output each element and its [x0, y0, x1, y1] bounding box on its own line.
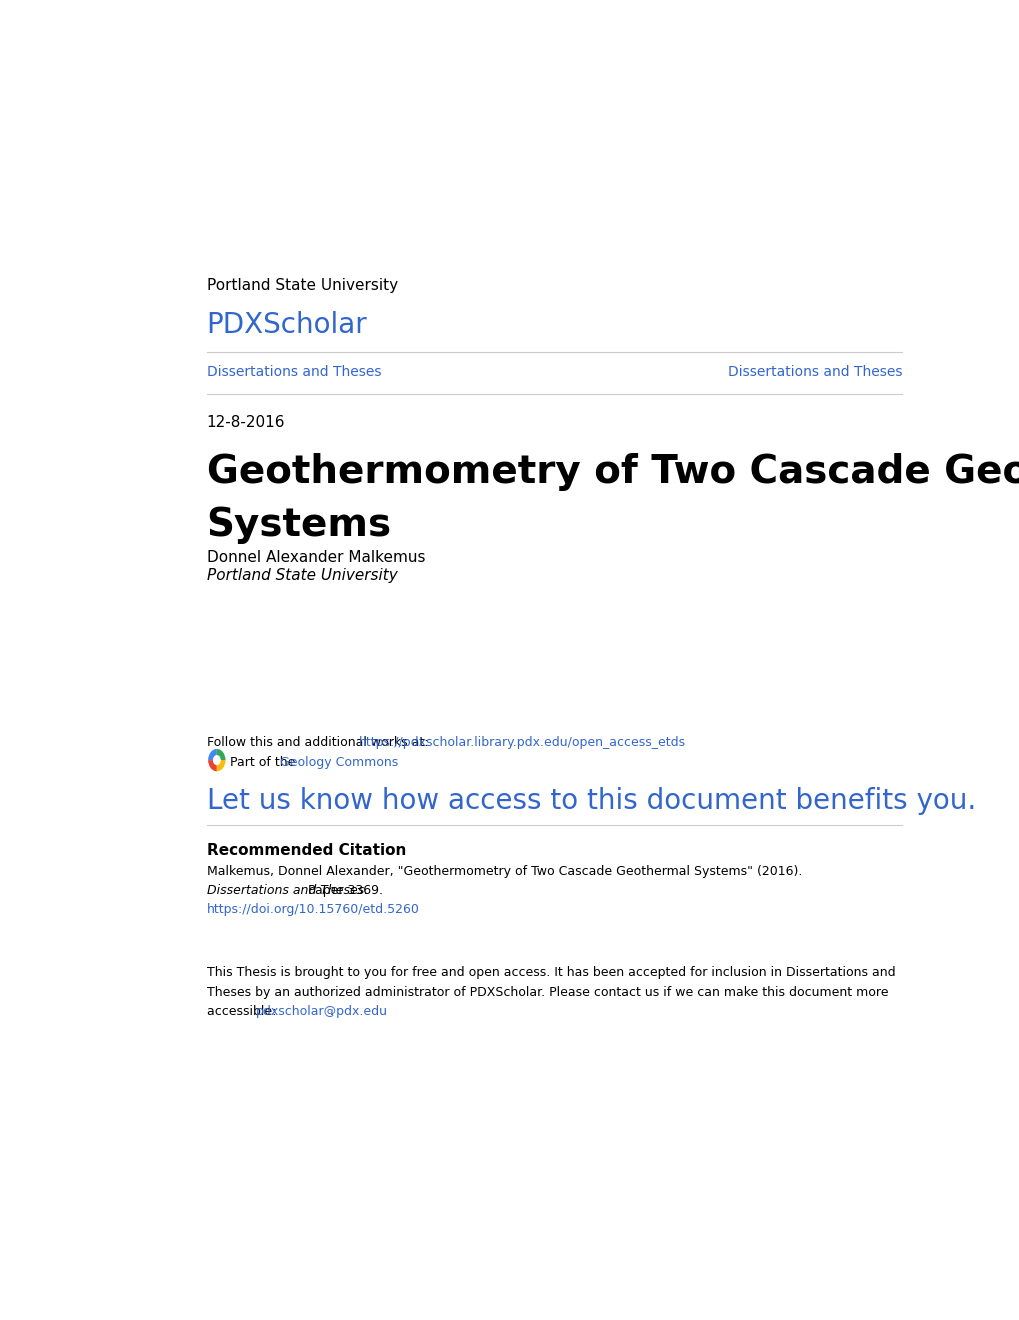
Text: PDXScholar: PDXScholar	[206, 312, 367, 339]
Text: https://pdxscholar.library.pdx.edu/open_access_etds: https://pdxscholar.library.pdx.edu/open_…	[359, 735, 685, 748]
Text: Follow this and additional works at:: Follow this and additional works at:	[206, 735, 432, 748]
Text: accessible:: accessible:	[206, 1005, 279, 1018]
Text: Dissertations and Theses: Dissertations and Theses	[206, 364, 381, 379]
Text: Let us know how access to this document benefits you.: Let us know how access to this document …	[206, 787, 975, 814]
Text: 12-8-2016: 12-8-2016	[206, 414, 284, 429]
Wedge shape	[217, 760, 225, 771]
Text: Portland State University: Portland State University	[206, 568, 397, 583]
Text: Dissertations and Theses: Dissertations and Theses	[727, 364, 902, 379]
Text: Portland State University: Portland State University	[206, 277, 397, 293]
Text: Systems: Systems	[206, 506, 391, 544]
Text: Dissertations and Theses.: Dissertations and Theses.	[206, 884, 368, 898]
Wedge shape	[208, 748, 217, 760]
Text: Theses by an authorized administrator of PDXScholar. Please contact us if we can: Theses by an authorized administrator of…	[206, 986, 888, 999]
Text: This Thesis is brought to you for free and open access. It has been accepted for: This Thesis is brought to you for free a…	[206, 966, 895, 979]
Text: Recommended Citation: Recommended Citation	[206, 843, 406, 858]
Text: Paper 3369.: Paper 3369.	[304, 884, 383, 898]
Text: https://doi.org/10.15760/etd.5260: https://doi.org/10.15760/etd.5260	[206, 903, 419, 916]
Text: Geology Commons: Geology Commons	[279, 756, 397, 770]
Wedge shape	[208, 760, 217, 771]
Wedge shape	[217, 748, 225, 760]
Text: Donnel Alexander Malkemus: Donnel Alexander Malkemus	[206, 549, 425, 565]
Text: .: .	[329, 1005, 333, 1018]
Text: Malkemus, Donnel Alexander, "Geothermometry of Two Cascade Geothermal Systems" (: Malkemus, Donnel Alexander, "Geothermome…	[206, 865, 801, 878]
Text: Geothermometry of Two Cascade Geothermal: Geothermometry of Two Cascade Geothermal	[206, 453, 1019, 491]
Text: pdxscholar@pdx.edu: pdxscholar@pdx.edu	[256, 1005, 387, 1018]
Text: Part of the: Part of the	[230, 756, 300, 770]
